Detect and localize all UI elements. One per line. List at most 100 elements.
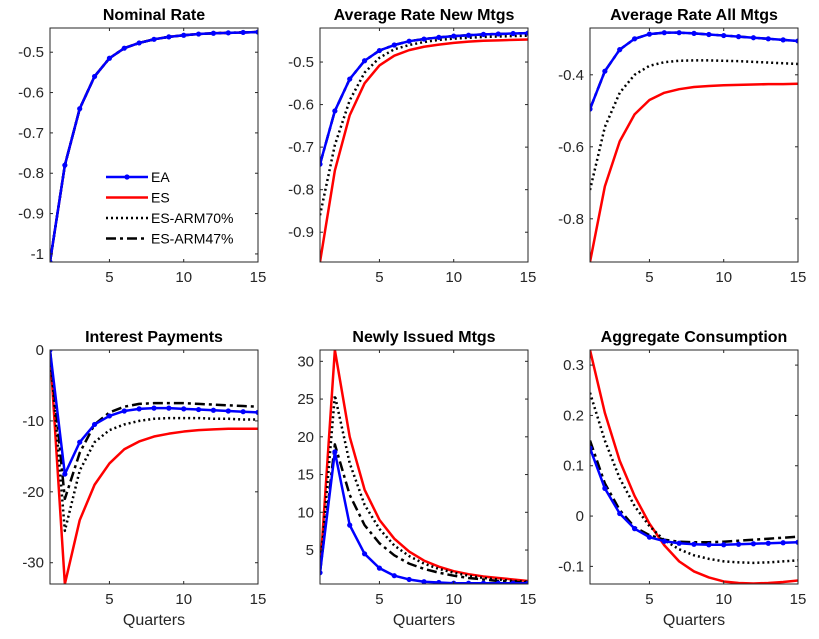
- data-point: [391, 573, 397, 579]
- data-point: [795, 38, 798, 44]
- data-point: [421, 36, 427, 42]
- data-point: [510, 30, 516, 37]
- x-tick-label: 15: [790, 269, 807, 286]
- data-point: [510, 580, 516, 584]
- data-point: [106, 55, 113, 61]
- data-point: [240, 409, 246, 415]
- x-axis-label: Quarters: [663, 612, 725, 629]
- y-tick-label: -0.7: [288, 139, 314, 156]
- y-tick-label: 30: [297, 353, 314, 370]
- y-tick-label: -0.1: [558, 558, 584, 575]
- data-point: [676, 540, 682, 546]
- data-point: [347, 76, 353, 82]
- data-point: [780, 540, 786, 546]
- data-point: [750, 541, 757, 547]
- data-point: [225, 30, 231, 36]
- y-tick-label: 15: [297, 467, 314, 484]
- x-tick-label: 5: [105, 591, 113, 608]
- x-tick-label: 5: [375, 591, 383, 608]
- data-point: [617, 47, 623, 53]
- y-tick-label: -0.5: [18, 44, 44, 61]
- data-point: [525, 580, 528, 584]
- data-point: [121, 45, 127, 51]
- data-point: [525, 30, 528, 36]
- y-tick-label: 0: [576, 508, 584, 525]
- y-tick-label: -0.9: [288, 224, 314, 241]
- data-point: [225, 408, 231, 414]
- x-tick-label: 5: [645, 269, 653, 286]
- data-point: [91, 421, 98, 428]
- legend-label: ES-ARM70%: [151, 210, 233, 226]
- series-line-ea: [590, 31, 798, 110]
- data-point: [721, 32, 727, 39]
- x-tick-label: 10: [715, 591, 732, 608]
- y-tick-label: -0.6: [288, 97, 314, 114]
- data-point: [320, 570, 323, 576]
- data-point: [480, 31, 487, 37]
- data-point: [106, 413, 113, 419]
- series-line-es: [50, 30, 258, 262]
- series-line-es-arm47-: [590, 440, 798, 544]
- data-point: [50, 350, 53, 353]
- series-group: [590, 350, 798, 584]
- x-tick-label: 10: [715, 269, 732, 286]
- data-point: [495, 580, 501, 584]
- data-point: [347, 522, 353, 528]
- data-point: [136, 40, 142, 46]
- series-line-es-arm70-: [50, 350, 258, 533]
- series-group: [320, 350, 528, 584]
- axes-box: [49, 349, 259, 585]
- x-axis-label: Quarters: [123, 612, 185, 629]
- series-group: [50, 29, 258, 262]
- data-point: [210, 30, 217, 36]
- y-tick-label: -1: [31, 246, 44, 263]
- series-line-es-arm47-: [50, 350, 258, 501]
- y-tick-label: -10: [22, 413, 44, 430]
- data-point: [255, 29, 258, 35]
- data-point: [661, 30, 667, 36]
- data-point: [166, 34, 172, 40]
- data-point: [646, 534, 653, 540]
- x-tick-label: 15: [250, 269, 267, 286]
- data-point: [181, 406, 187, 412]
- data-point: [735, 541, 742, 547]
- y-tick-label: 25: [297, 391, 314, 408]
- data-point: [62, 162, 68, 168]
- axes-box: [49, 27, 259, 263]
- data-point: [602, 68, 608, 74]
- data-point: [50, 259, 53, 262]
- data-point: [750, 35, 757, 41]
- data-point: [765, 36, 771, 42]
- data-point: [406, 576, 412, 583]
- data-point: [451, 33, 457, 39]
- series-line-ea: [320, 450, 528, 584]
- series-line-es: [590, 82, 798, 262]
- series-line-es: [320, 38, 528, 262]
- legend-label: ES-ARM47%: [151, 231, 233, 247]
- panel-4: Interest Payments 5 10 15 -30 -20 -10 0 Quarters: [22, 329, 266, 629]
- x-tick-label: 5: [375, 269, 383, 286]
- data-point: [391, 42, 397, 48]
- data-point: [151, 405, 157, 411]
- series-line-es: [50, 350, 258, 584]
- x-tick-label: 10: [175, 591, 192, 608]
- data-point: [195, 406, 202, 413]
- data-point: [376, 47, 383, 54]
- series-line-es-arm70-: [320, 34, 528, 216]
- data-point: [480, 580, 487, 584]
- data-point: [320, 161, 323, 167]
- series-line-es: [590, 350, 798, 584]
- data-point: [765, 540, 771, 546]
- panel-2: Average Rate New Mtgs 5 10 15 -0.9 -0.8 -0.7 -0…: [288, 7, 536, 286]
- data-point: [436, 579, 442, 584]
- data-point: [631, 36, 638, 42]
- data-point: [617, 510, 623, 517]
- y-tick-label: -0.6: [558, 139, 584, 156]
- axes-box: [319, 349, 529, 585]
- data-point: [661, 538, 667, 544]
- y-tick-label: -0.8: [288, 182, 314, 199]
- panel-3: Average Rate All Mtgs 5 10 15 -0.8 -0.6 -0.4: [558, 7, 806, 286]
- y-tick-label: -0.4: [558, 67, 584, 84]
- data-point: [706, 542, 712, 548]
